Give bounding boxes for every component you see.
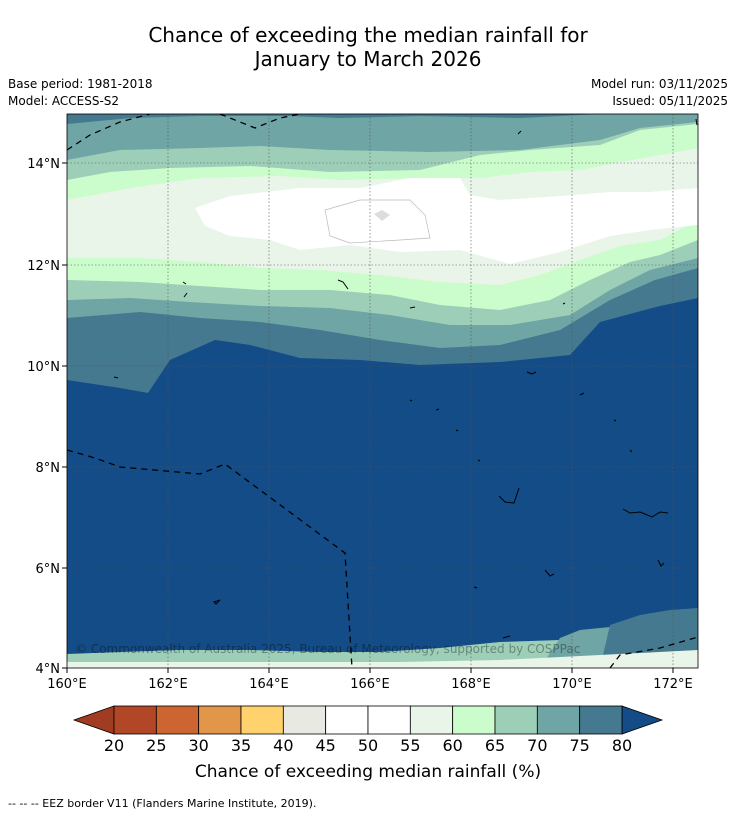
y-tick-label: 8°N [36,461,61,476]
graticule [67,114,698,668]
y-tick-label: 14°N [27,157,60,172]
x-tick-label: 172°E [653,677,693,692]
colorbar-tick-label: 70 [527,736,547,755]
model-label: Model: ACCESS-S2 [8,94,120,108]
contour-field [67,114,698,668]
band-55-south [67,650,698,668]
x-tick-label: 166°E [350,677,390,692]
colorbar-title: Chance of exceeding median rainfall (%) [194,762,542,782]
x-tick-label: 168°E [451,677,491,692]
inner-contour-dot [374,210,390,221]
map-title-line-1: Chance of exceeding the median rainfall … [148,23,588,47]
colorbar-tick-label: 45 [315,736,335,755]
colorbar-tick-label: 75 [569,736,589,755]
colorbar-tick-label: 80 [612,736,632,755]
colorbar-cell [113,705,157,735]
colorbar-tick-label: 20 [104,736,124,755]
x-tick-label: 160°E [47,677,87,692]
colorbar-cell [579,705,623,735]
colorbar-cell [198,705,242,735]
colorbar-cell [240,705,284,735]
x-tick-label: 162°E [148,677,188,692]
colorbar-cell [367,705,411,735]
model-run-label: Model run: 03/11/2025 [590,77,728,91]
colorbar-tick-label: 50 [358,736,378,755]
colorbar-cell [494,705,538,735]
colorbar-tick-label: 65 [485,736,505,755]
islands [113,118,698,639]
colorbar-tick-label: 55 [400,736,420,755]
colorbar-under-arrow [72,705,115,735]
y-tick-label: 6°N [36,562,61,577]
colorbar-cell [155,705,200,735]
x-axis: 160°E 162°E 164°E 166°E 168°E 170°E 172°… [47,668,693,692]
eez-footnote: -- -- -- EEZ border V11 (Flanders Marine… [8,797,317,810]
colorbar-tick-label: 35 [231,736,251,755]
y-tick-label: 4°N [36,662,61,677]
colorbar-cell [325,705,369,735]
band-60-patch [512,152,560,170]
eez-border [67,114,698,668]
x-tick-label: 164°E [249,677,289,692]
colorbar-over-arrow [621,705,664,735]
y-tick-label: 12°N [27,259,60,274]
map-frame [66,113,699,669]
colorbar-cell [452,705,496,735]
issued-label: Issued: 05/11/2025 [612,94,728,108]
colorbar-tick-label: 60 [442,736,462,755]
copyright-notice: © Commonwealth of Australia 2025, Bureau… [75,642,581,656]
inner-contour [324,199,431,244]
colorbar: 20 25 30 35 40 45 50 55 60 65 70 75 80 [72,705,664,755]
map-title-line-2: January to March 2026 [254,47,482,71]
x-tick-label: 170°E [552,677,592,692]
colorbar-cell [536,705,581,735]
colorbar-tick-label: 25 [146,736,166,755]
colorbar-cell [282,705,327,735]
base-period-label: Base period: 1981-2018 [8,77,153,91]
y-tick-label: 10°N [27,360,60,375]
colorbar-cell [409,705,454,735]
y-axis: 14°N 12°N 10°N 8°N 6°N 4°N [27,157,67,677]
colorbar-tick-label: 40 [273,736,293,755]
colorbar-tick-label: 30 [188,736,208,755]
